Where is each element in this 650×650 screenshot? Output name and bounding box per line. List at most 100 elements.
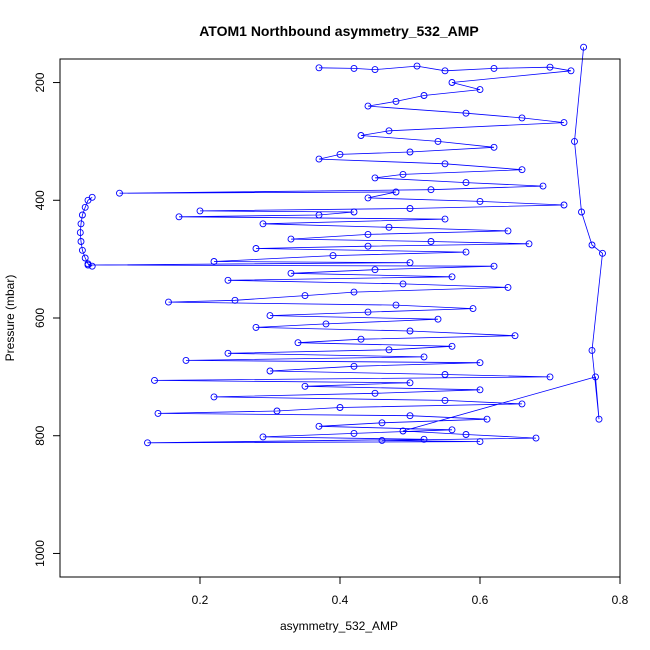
data-point	[392, 188, 400, 196]
data-point	[378, 419, 386, 427]
plot-frame	[59, 58, 621, 578]
x-axis-label: asymmetry_532_AMP	[280, 619, 398, 633]
data-point	[588, 346, 596, 354]
x-tick-label: 0.6	[472, 593, 489, 607]
y-axis: 200 400 600 800 1000	[33, 72, 60, 567]
data-point	[571, 137, 578, 145]
data-point	[413, 62, 421, 70]
x-tick-label: 0.2	[192, 593, 209, 607]
y-tick-label: 600	[33, 308, 47, 328]
data-point	[385, 127, 393, 135]
data-point	[546, 63, 554, 71]
data-point	[294, 339, 302, 347]
series-line	[87, 47, 603, 444]
data-point	[532, 434, 540, 442]
data-point	[518, 400, 526, 408]
data-point	[406, 205, 414, 212]
data-point	[196, 207, 204, 215]
data-point	[385, 223, 393, 231]
series-line	[79, 196, 93, 267]
data-point	[399, 280, 407, 288]
data-point	[434, 137, 442, 145]
y-tick-label: 400	[33, 190, 47, 210]
data-point	[427, 238, 435, 245]
chart-title: ATOM1 Northbound asymmetry_532_AMP	[199, 23, 479, 39]
data-point	[252, 323, 260, 331]
data-point	[578, 208, 585, 216]
data-point	[490, 262, 498, 270]
data-point	[378, 436, 386, 444]
data-point	[406, 327, 414, 335]
data-point	[399, 427, 407, 435]
data-point	[315, 155, 323, 163]
data-point	[371, 389, 379, 397]
data-point	[371, 174, 379, 182]
data-point	[490, 143, 498, 151]
data-point	[441, 215, 449, 223]
data-point	[175, 213, 183, 221]
data-point	[560, 119, 568, 127]
data-point	[77, 220, 85, 228]
data-point	[490, 64, 498, 72]
data-point	[165, 298, 172, 306]
x-tick-label: 0.8	[612, 593, 629, 607]
data-point	[406, 379, 414, 387]
data-point	[420, 353, 428, 361]
data-point	[476, 359, 484, 367]
series-0	[84, 43, 606, 447]
data-point	[539, 182, 547, 190]
data-point	[588, 241, 596, 249]
data-point	[336, 404, 344, 411]
data-point	[580, 43, 588, 51]
data-point	[322, 320, 330, 328]
data-point	[210, 258, 218, 265]
data-point	[462, 431, 470, 438]
data-point	[315, 422, 323, 430]
data-point	[77, 238, 85, 245]
data-point	[420, 92, 428, 99]
data-point	[364, 194, 372, 202]
data-point	[469, 305, 477, 313]
data-point	[392, 301, 400, 309]
data-point	[441, 67, 449, 75]
data-point	[511, 332, 519, 340]
data-point	[224, 349, 232, 357]
data-point	[357, 335, 365, 343]
data-point	[476, 438, 484, 446]
data-point	[406, 148, 414, 156]
data-point	[371, 266, 379, 274]
data-point	[301, 382, 309, 390]
data-point	[357, 132, 365, 139]
data-point	[301, 292, 309, 300]
data-point	[287, 235, 295, 243]
data-point	[483, 415, 491, 423]
data-point	[592, 373, 599, 381]
data-point	[441, 160, 449, 168]
data-point	[76, 229, 84, 237]
data-point	[385, 346, 393, 354]
y-tick-label: 1000	[33, 540, 47, 567]
data-point	[448, 426, 456, 434]
data-point	[151, 376, 158, 384]
data-point	[567, 67, 575, 75]
data-point	[116, 189, 123, 197]
series-1	[76, 193, 96, 270]
data-point	[518, 166, 526, 174]
data-point	[287, 269, 295, 277]
data-point	[81, 203, 89, 211]
data-point	[448, 342, 456, 350]
data-point	[441, 396, 449, 404]
data-point	[252, 245, 260, 252]
data-point	[84, 196, 92, 204]
data-point	[448, 79, 456, 86]
data-point	[406, 412, 414, 420]
data-point	[182, 356, 190, 364]
data-point	[518, 114, 526, 122]
data-point	[329, 252, 337, 260]
data-point	[315, 211, 323, 219]
data-point	[560, 201, 568, 209]
data-point	[462, 248, 470, 256]
data-point	[266, 367, 274, 375]
data-point	[350, 429, 358, 437]
